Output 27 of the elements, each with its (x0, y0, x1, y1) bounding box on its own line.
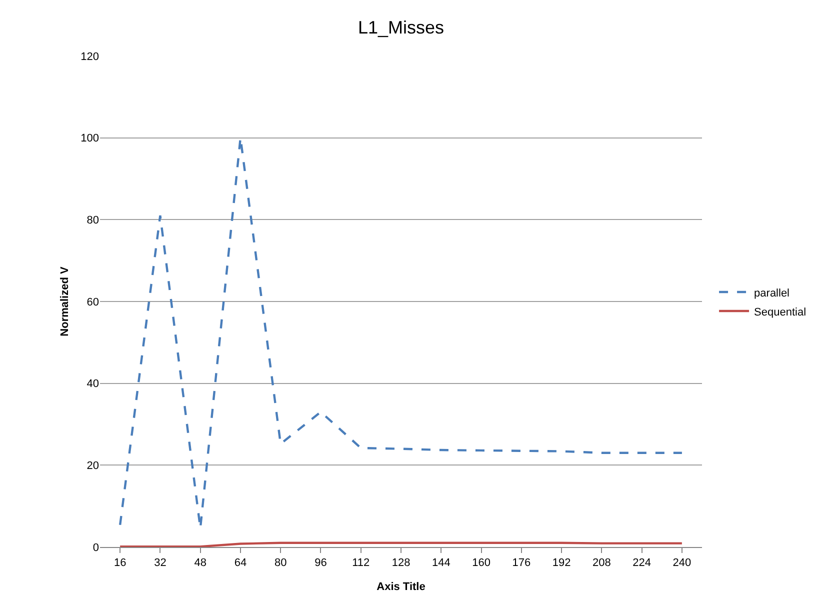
x-tick-label: 240 (672, 557, 692, 570)
y-tick-label: 40 (86, 378, 99, 390)
x-tick-label: 80 (274, 557, 287, 570)
legend-label: Sequential (754, 306, 806, 318)
y-tick-label: 80 (86, 214, 99, 227)
y-tick-label: 120 (80, 50, 99, 63)
y-axis-title: Normalized V (59, 266, 71, 336)
y-tick-label: 0 (92, 542, 99, 554)
x-tick-label: 32 (154, 557, 166, 570)
x-tick-label: 96 (314, 557, 327, 570)
y-tick-label: 100 (80, 132, 99, 145)
x-tick-label: 128 (392, 557, 410, 570)
x-tick-label: 192 (552, 557, 571, 570)
x-tick-label: 48 (194, 557, 206, 570)
chart-title: L1_Misses (358, 18, 444, 38)
y-tick-label: 60 (86, 296, 99, 308)
legend-label: parallel (754, 287, 790, 300)
x-tick-label: 144 (432, 557, 450, 570)
x-tick-label: 112 (352, 557, 370, 570)
x-tick-label: 16 (114, 557, 126, 570)
y-tick-label: 20 (86, 460, 99, 472)
x-tick-label: 160 (472, 557, 490, 570)
x-tick-label: 176 (512, 557, 531, 570)
x-tick-label: 64 (234, 557, 247, 570)
x-tick-label: 208 (592, 557, 611, 570)
x-axis-title: Axis Title (376, 581, 426, 593)
x-tick-label: 224 (632, 557, 651, 570)
